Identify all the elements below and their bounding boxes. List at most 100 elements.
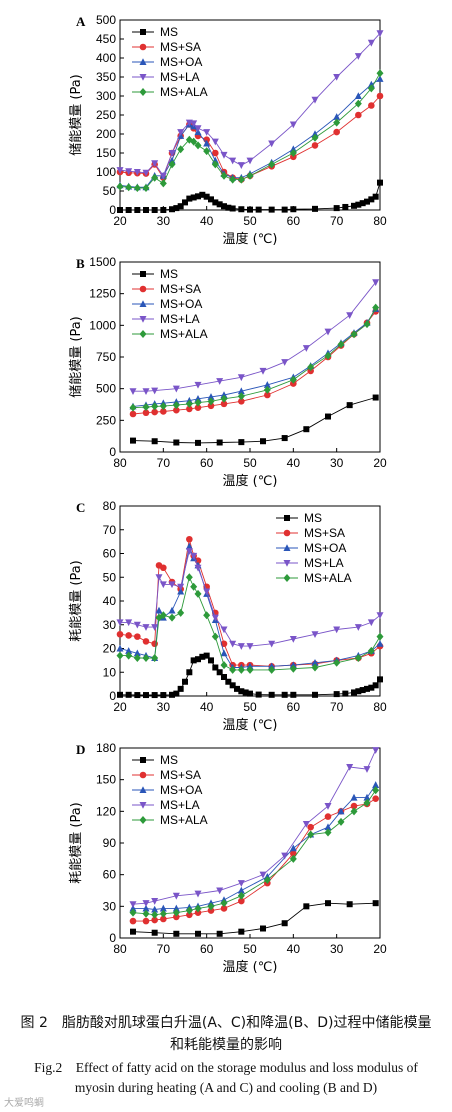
data-point xyxy=(368,102,375,109)
data-point xyxy=(354,99,362,108)
data-point xyxy=(177,203,184,210)
data-point xyxy=(168,581,176,589)
legend-marker xyxy=(139,816,147,824)
y-tick-label: 0 xyxy=(109,931,116,945)
data-point xyxy=(186,535,193,543)
data-point xyxy=(376,612,384,620)
data-point xyxy=(354,624,362,631)
legend-marker xyxy=(139,285,147,293)
data-point xyxy=(355,201,362,208)
data-point xyxy=(351,202,357,209)
y-tick-label: 180 xyxy=(96,741,116,755)
data-point xyxy=(281,920,288,927)
data-point xyxy=(290,206,297,213)
data-point xyxy=(268,206,275,213)
data-point xyxy=(376,639,384,647)
series-line xyxy=(120,575,381,671)
data-point xyxy=(160,692,167,699)
data-point xyxy=(359,687,366,694)
data-point xyxy=(350,793,358,801)
series-ms-ala xyxy=(129,786,380,919)
data-point xyxy=(367,84,375,93)
data-point xyxy=(142,638,150,645)
data-point xyxy=(160,207,167,213)
data-point xyxy=(363,793,371,801)
data-point xyxy=(302,821,310,828)
data-point xyxy=(346,764,354,771)
y-tick-label: 0 xyxy=(109,445,116,459)
y-tick-label: 60 xyxy=(103,547,117,561)
data-point xyxy=(129,410,137,418)
data-point xyxy=(281,435,288,442)
data-point xyxy=(130,928,136,935)
data-point xyxy=(216,930,223,937)
y-tick-label: 750 xyxy=(96,350,116,364)
data-point xyxy=(289,854,297,863)
series-ms xyxy=(117,179,383,213)
data-point xyxy=(172,385,180,393)
data-point xyxy=(346,901,353,908)
data-point xyxy=(182,678,188,685)
data-point xyxy=(151,207,158,213)
data-point xyxy=(125,647,133,654)
y-axis-label: 耗能模量 (Pa) xyxy=(69,560,84,642)
x-tick-label: 80 xyxy=(373,214,387,228)
legend-entry: MS+ALA xyxy=(304,571,352,585)
y-tick-label: 500 xyxy=(96,13,116,27)
data-point xyxy=(220,400,228,408)
legend-marker xyxy=(283,560,291,567)
data-point xyxy=(169,206,175,213)
data-point xyxy=(190,552,198,560)
legend-entry: MS+LA xyxy=(160,70,200,84)
data-point xyxy=(351,689,357,696)
data-point xyxy=(238,688,245,695)
data-point xyxy=(190,120,198,128)
data-point xyxy=(311,96,319,104)
data-point xyxy=(177,145,185,154)
data-point xyxy=(324,828,332,837)
data-point xyxy=(372,786,380,795)
y-axis-label: 储能模量 (Pa) xyxy=(69,316,84,398)
data-point xyxy=(186,669,193,676)
data-point xyxy=(194,395,202,402)
data-point xyxy=(177,685,184,692)
data-point xyxy=(190,657,197,664)
data-point xyxy=(246,157,254,165)
y-tick-label: 250 xyxy=(96,108,116,122)
data-point xyxy=(151,910,159,919)
data-point xyxy=(125,207,132,213)
y-axis-label: 耗能模量 (Pa) xyxy=(69,802,84,884)
legend-entry: MS+OA xyxy=(160,55,202,69)
y-tick-label: 300 xyxy=(96,89,116,103)
data-point xyxy=(337,340,345,349)
data-point xyxy=(237,162,245,169)
data-point xyxy=(195,439,201,446)
data-point xyxy=(237,387,245,395)
data-point xyxy=(281,852,289,860)
data-point xyxy=(237,175,245,184)
data-point xyxy=(364,198,370,205)
data-point xyxy=(116,651,124,660)
data-point xyxy=(130,437,136,444)
chart-panel-d: D 0 30 60 90 120 150 180 80 70 60 50 40 30 20 温度 (℃) 耗能模… xyxy=(69,741,387,975)
data-point xyxy=(185,548,193,555)
plot-frame xyxy=(119,19,381,211)
data-point xyxy=(151,402,159,411)
data-point xyxy=(203,652,210,659)
data-point xyxy=(133,654,141,662)
data-point xyxy=(377,179,383,186)
data-point xyxy=(195,656,201,663)
x-tick-label: 30 xyxy=(157,700,171,714)
data-point xyxy=(129,904,137,912)
legend-entry: MS+SA xyxy=(160,768,201,782)
legend-marker xyxy=(139,58,147,65)
data-point xyxy=(337,817,345,826)
data-point xyxy=(289,149,297,157)
data-point xyxy=(324,803,332,810)
data-point xyxy=(268,665,276,674)
caption-chinese: 图 2 脂肪酸对肌球蛋白升温(A、C)和降温(B、D)过程中储能模量和耗能模量的… xyxy=(20,1015,432,1053)
x-tick-label: 70 xyxy=(330,700,344,714)
data-point xyxy=(325,413,331,420)
x-tick-label: 20 xyxy=(373,942,387,956)
